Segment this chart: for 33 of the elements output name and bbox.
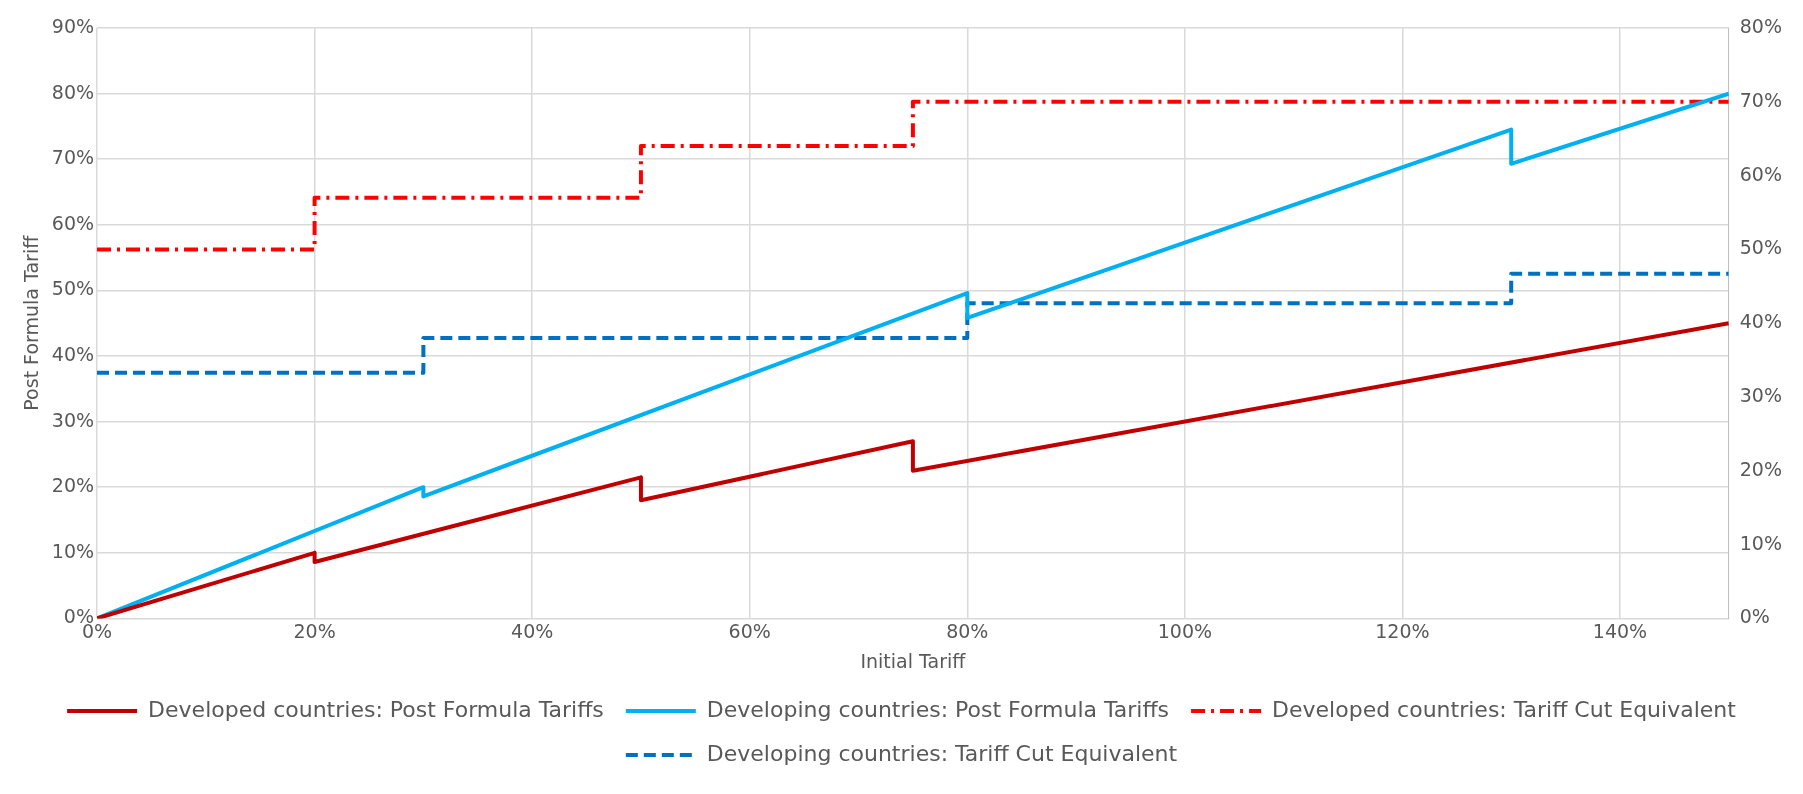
y-tick-label: 50%: [51, 277, 95, 300]
y-tick-label: 80%: [51, 80, 95, 103]
x-tick-label: 40%: [511, 619, 554, 642]
legend-label: Developing countries: Post Formula Tariffs: [706, 696, 1170, 722]
y2-tick-label: 30%: [1739, 383, 1782, 406]
x-tick-label: 60%: [728, 619, 771, 642]
y2-tick-label: 40%: [1739, 310, 1782, 333]
y2-tick-label: 70%: [1739, 88, 1782, 111]
x-tick-label: 20%: [293, 619, 336, 642]
y-tick-label: 90%: [51, 14, 95, 37]
y-tick-label: 20%: [51, 474, 95, 497]
line-series: [97, 99, 1729, 252]
y-axis-title: Post Formula Tariff: [20, 234, 43, 411]
y-tick-label: 40%: [51, 342, 95, 365]
y2-tick-label: 0%: [1739, 605, 1770, 628]
y-tick-label: 70%: [51, 146, 95, 169]
line-series: [97, 271, 1729, 375]
x-tick-label: 140%: [1592, 619, 1648, 642]
y2-tick-label: 50%: [1739, 236, 1782, 259]
y2-tick-label: 80%: [1739, 14, 1782, 37]
x-tick-label: 80%: [946, 619, 989, 642]
y-tick-label: 60%: [51, 211, 95, 234]
legend-label: Developed countries: Post Formula Tariffs: [148, 696, 604, 722]
y-tick-label: 30%: [51, 408, 95, 431]
y2-tick-label: 60%: [1739, 162, 1782, 185]
legend-label: Developing countries: Tariff Cut Equivalent: [706, 740, 1178, 766]
y2-tick-label: 10%: [1739, 531, 1782, 554]
legend-label: Developed countries: Tariff Cut Equivalent: [1272, 696, 1737, 722]
y-tick-label: 10%: [51, 539, 95, 562]
x-tick-label: 120%: [1375, 619, 1430, 642]
x-axis-title: Initial Tariff: [860, 649, 967, 672]
y2-tick-label: 20%: [1739, 457, 1782, 480]
x-tick-label: 100%: [1157, 619, 1213, 642]
